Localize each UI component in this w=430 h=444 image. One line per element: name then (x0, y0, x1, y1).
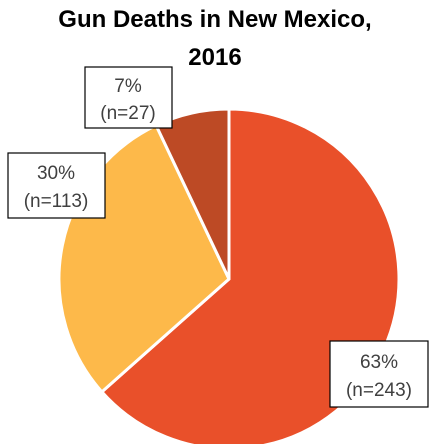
slice-label-count: (n=113) (24, 191, 89, 212)
slice-label-count: (n=27) (100, 103, 155, 124)
chart-title-line-1: Gun Deaths in New Mexico, (58, 6, 372, 33)
slice-label-7: 7% (n=27) (84, 66, 173, 129)
slice-label-percent: 63% (360, 352, 398, 373)
slice-label-percent: 30% (37, 163, 75, 184)
slice-label-30: 30% (n=113) (7, 152, 106, 219)
chart-title-line-2: 2016 (188, 44, 242, 71)
slice-label-count: (n=243) (346, 380, 412, 401)
slice-label-percent: 7% (114, 76, 142, 97)
slice-label-63: 63% (n=243) (329, 340, 429, 408)
